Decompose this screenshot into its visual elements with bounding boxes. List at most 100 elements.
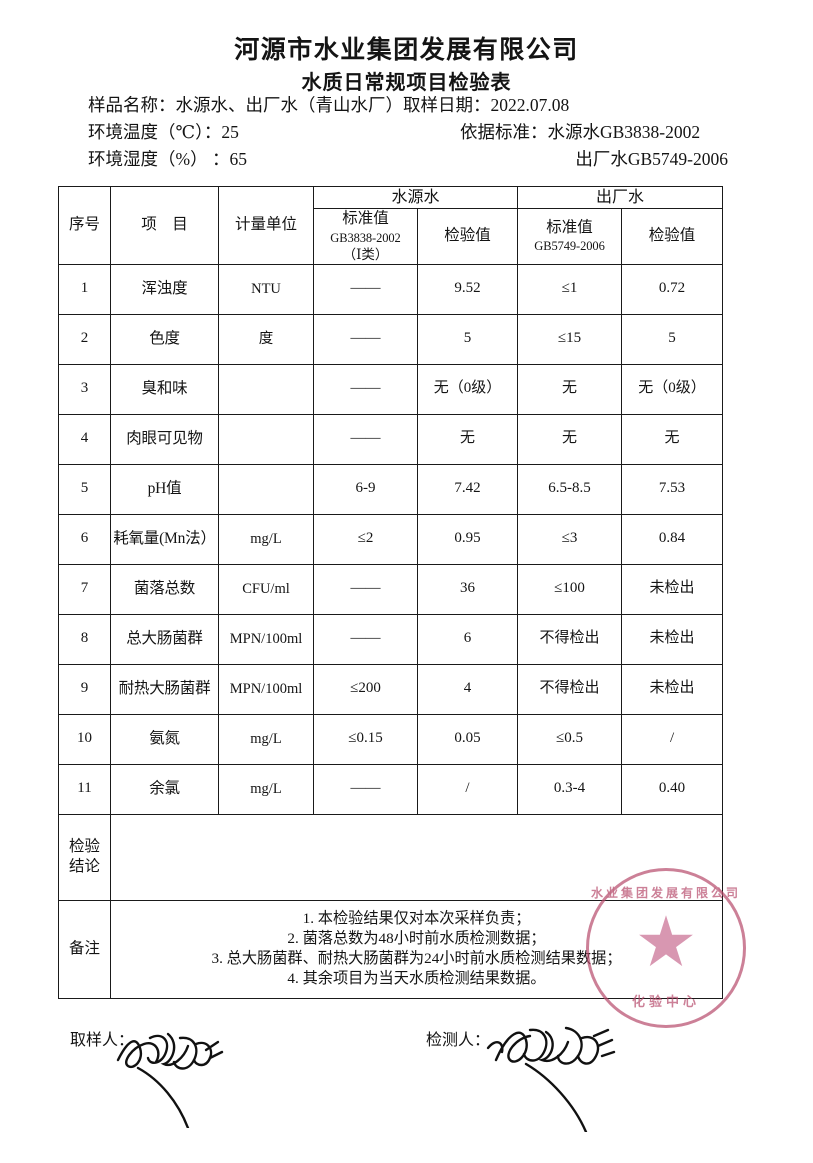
cell-check-source: 0.05 bbox=[416, 713, 519, 765]
col-header-item: 项 目 bbox=[110, 186, 219, 265]
cell-item: 耐热大肠菌群 bbox=[110, 663, 219, 715]
conclusion-label-line1: 检验 bbox=[68, 837, 100, 855]
table-row: 9 耐热大肠菌群 MPN/100ml ≤200 4 不得检出 未检出 bbox=[58, 663, 724, 715]
cell-item: 菌落总数 bbox=[110, 563, 219, 615]
remark-line: 3. 总大肠菌群、耐热大肠菌群为24小时前水质检测结果数据； bbox=[211, 950, 622, 968]
cell-unit: MPN/100ml bbox=[218, 613, 314, 665]
cell-check-outlet: 0.40 bbox=[621, 763, 724, 815]
sampler-label: 取样人： bbox=[70, 1032, 135, 1049]
inspection-table-wrapper: 序号 项 目 计量单位 水源水 出厂水 标准值 GB3838-2002 （Ⅰ类）… bbox=[58, 185, 724, 999]
header-row-subcolumns: 标准值 GB3838-2002 （Ⅰ类） 检验值 标准值 GB5749-2006… bbox=[59, 208, 724, 265]
group-header-source-water: 水源水 bbox=[312, 185, 519, 210]
cell-check-outlet: 无 bbox=[621, 413, 724, 465]
cell-check-outlet: 5 bbox=[621, 313, 724, 365]
cell-seq: 7 bbox=[58, 563, 111, 615]
remark-line: 4. 其余项目为当天水质检测结果数据。 bbox=[287, 970, 546, 988]
cell-std-outlet: ≤3 bbox=[517, 513, 623, 565]
meta-header: 样品名称： 水源水、出厂水（青山水厂） 取样日期： 2022.07.08 环境温度（℃… bbox=[88, 92, 728, 173]
cell-std-source: —— bbox=[313, 763, 418, 815]
cell-check-outlet: 未检出 bbox=[621, 613, 724, 665]
table-row: 10 氨氮 mg/L ≤0.15 0.05 ≤0.5 / bbox=[58, 713, 724, 765]
cell-std-outlet: ≤15 bbox=[517, 313, 623, 365]
col-header-unit: 计量单位 bbox=[218, 186, 314, 265]
cell-item: 色度 bbox=[110, 313, 219, 365]
cell-unit: mg/L bbox=[218, 713, 314, 765]
table-head: 序号 项 目 计量单位 水源水 出厂水 标准值 GB3838-2002 （Ⅰ类）… bbox=[58, 185, 724, 265]
remarks-body: 1. 本检验结果仅对本次采样负责； 2. 菌落总数为48小时前水质检测数据； 3… bbox=[109, 899, 724, 999]
table-row: 8 总大肠菌群 MPN/100ml —— 6 不得检出 未检出 bbox=[58, 613, 724, 665]
std-source-code: GB3838-2002 bbox=[330, 230, 401, 245]
cell-unit: 度 bbox=[218, 313, 314, 365]
cell-check-source: 4 bbox=[416, 663, 519, 715]
cell-unit bbox=[218, 413, 314, 465]
col-header-std-outlet: 标准值 GB5749-2006 bbox=[517, 208, 623, 265]
cell-std-outlet: ≤0.5 bbox=[517, 713, 623, 765]
cell-check-outlet: 未检出 bbox=[621, 563, 724, 615]
cell-seq: 4 bbox=[58, 413, 111, 465]
std-source-label: 标准值 bbox=[342, 210, 389, 228]
cell-check-outlet: 0.72 bbox=[621, 263, 724, 315]
cell-seq: 1 bbox=[58, 263, 111, 315]
standard-label: 依据标准： bbox=[460, 122, 548, 142]
cell-std-source: ≤2 bbox=[313, 513, 418, 565]
cell-std-source: ≤0.15 bbox=[313, 713, 418, 765]
sample-name-value: 水源水、出厂水（青山水厂） bbox=[175, 95, 404, 115]
cell-unit: mg/L bbox=[218, 513, 314, 565]
cell-std-outlet: 无 bbox=[517, 413, 623, 465]
col-header-check-source: 检验值 bbox=[416, 208, 519, 265]
table-row: 1 浑浊度 NTU —— 9.52 ≤1 0.72 bbox=[58, 263, 724, 315]
table-row: 3 臭和味 —— 无（0级） 无 无（0级） bbox=[58, 363, 724, 415]
cell-check-source: / bbox=[416, 763, 519, 815]
inspection-table: 序号 项 目 计量单位 水源水 出厂水 标准值 GB3838-2002 （Ⅰ类）… bbox=[58, 185, 724, 999]
standard-source-value: 水源水GB3838-2002 bbox=[547, 122, 701, 142]
remarks-label: 备注 bbox=[58, 899, 111, 999]
group-header-outlet-water: 出厂水 bbox=[517, 185, 724, 210]
cell-check-outlet: / bbox=[621, 713, 724, 765]
signature-footer: 取样人： 检测人： bbox=[58, 1026, 722, 1056]
std-outlet-label: 标准值 bbox=[546, 219, 593, 237]
cell-std-outlet: ≤1 bbox=[517, 263, 623, 315]
cell-std-outlet: 6.5-8.5 bbox=[517, 463, 623, 515]
cell-check-source: 5 bbox=[416, 313, 519, 365]
company-title: 河源市水业集团发展有限公司 bbox=[234, 37, 579, 64]
cell-check-source: 6 bbox=[416, 613, 519, 665]
cell-check-source: 36 bbox=[416, 563, 519, 615]
cell-std-outlet: 不得检出 bbox=[517, 613, 623, 665]
cell-std-source: —— bbox=[313, 363, 418, 415]
cell-seq: 2 bbox=[58, 313, 111, 365]
cell-unit: MPN/100ml bbox=[218, 663, 314, 715]
cell-check-source: 无（0级） bbox=[416, 363, 519, 415]
conclusion-value[interactable] bbox=[109, 813, 724, 901]
cell-std-source: —— bbox=[313, 313, 418, 365]
meta-row-temperature: 环境温度（℃）： 25 依据标准：水源水GB3838-2002 bbox=[88, 119, 728, 146]
cell-item: 总大肠菌群 bbox=[110, 613, 219, 665]
cell-std-outlet: 不得检出 bbox=[517, 663, 623, 715]
sample-date-label: 取样日期： bbox=[403, 95, 491, 115]
cell-std-source: 6-9 bbox=[313, 463, 418, 515]
cell-seq: 10 bbox=[58, 713, 111, 765]
cell-check-outlet: 0.84 bbox=[621, 513, 724, 565]
cell-check-source: 0.95 bbox=[416, 513, 519, 565]
sample-name-label: 样品名称： bbox=[88, 95, 176, 115]
cell-unit bbox=[218, 463, 314, 515]
cell-seq: 11 bbox=[58, 763, 111, 815]
humidity-value: 65 bbox=[229, 149, 247, 169]
cell-seq: 5 bbox=[58, 463, 111, 515]
cell-check-source: 7.42 bbox=[416, 463, 519, 515]
remark-line: 1. 本检验结果仅对本次采样负责； bbox=[302, 910, 531, 928]
table-row: 6 耗氧量(Mn法） mg/L ≤2 0.95 ≤3 0.84 bbox=[58, 513, 724, 565]
meta-row-sample: 样品名称： 水源水、出厂水（青山水厂） 取样日期： 2022.07.08 bbox=[88, 92, 728, 119]
cell-check-source: 9.52 bbox=[416, 263, 519, 315]
tester-label: 检测人： bbox=[426, 1032, 491, 1049]
sample-date-value: 2022.07.08 bbox=[490, 95, 570, 115]
cell-seq: 9 bbox=[58, 663, 111, 715]
standard-line-1: 依据标准：水源水GB3838-2002 bbox=[460, 119, 728, 146]
std-outlet-code: GB5749-2006 bbox=[534, 239, 605, 254]
cell-seq: 6 bbox=[58, 513, 111, 565]
conclusion-row: 检验 结论 bbox=[58, 813, 724, 901]
remarks-row: 备注 1. 本检验结果仅对本次采样负责； 2. 菌落总数为48小时前水质检测数据… bbox=[58, 899, 724, 999]
table-row: 2 色度 度 —— 5 ≤15 5 bbox=[58, 313, 724, 365]
table-row: 7 菌落总数 CFU/ml —— 36 ≤100 未检出 bbox=[58, 563, 724, 615]
cell-seq: 8 bbox=[58, 613, 111, 665]
tester-block: 检测人： bbox=[426, 1026, 490, 1050]
